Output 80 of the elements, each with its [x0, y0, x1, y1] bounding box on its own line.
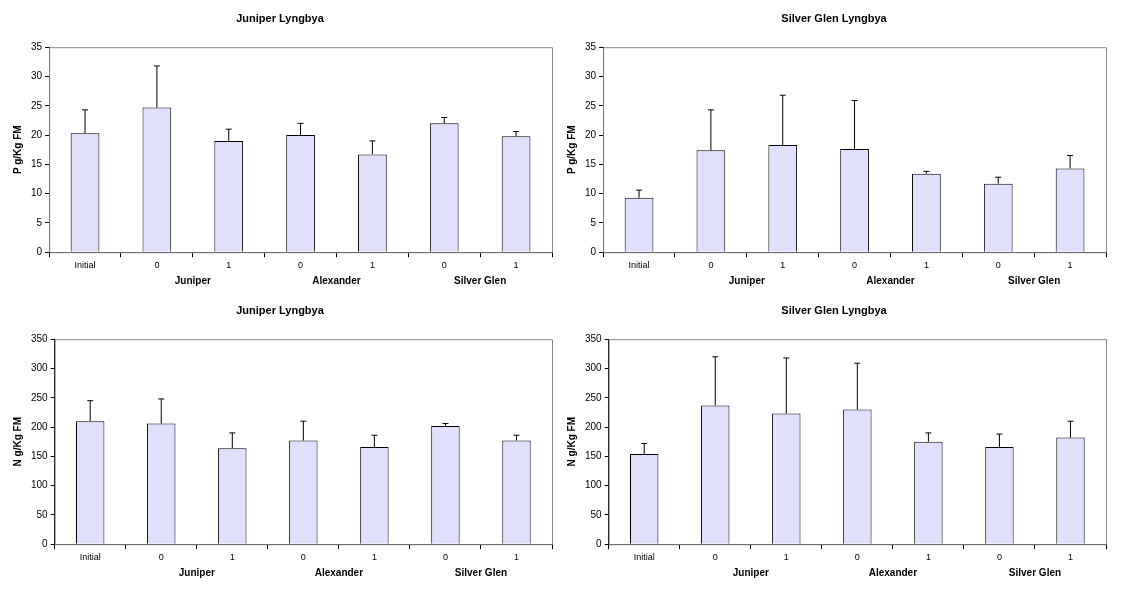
x-tick-label: 0 — [996, 552, 1002, 563]
x-tick-label: 1 — [1067, 260, 1073, 271]
x-tick-label: 0 — [852, 260, 858, 271]
chart-title: Silver Glen Lyngbya — [781, 11, 888, 24]
y-tick-label: 30 — [585, 70, 597, 82]
text: Silver Glen — [454, 566, 508, 578]
y-tick-label: 20 — [585, 128, 597, 140]
x-tick-label: 0 — [298, 260, 304, 271]
y-tick-label: 0 — [36, 245, 43, 257]
y-axis-title: P g/Kg FM — [565, 125, 577, 175]
x-tick-label: Initial — [628, 260, 650, 271]
y-tick-label: 50 — [590, 508, 603, 520]
text: Silver Glen — [1008, 274, 1061, 286]
x-tick-label: 1 — [229, 552, 235, 563]
x-tick-label: 1 — [226, 260, 232, 271]
y-tick-label: 300 — [585, 362, 603, 374]
y-tick-label: 35 — [585, 40, 597, 52]
y-tick-label: 5 — [36, 216, 43, 228]
chart-title: Juniper Lyngbya — [236, 303, 325, 316]
x-tick-label: 0 — [300, 552, 306, 563]
x-tick-label: 0 — [158, 552, 164, 563]
y-axis-title: N g/Kg FM — [565, 416, 577, 467]
x-tick-label: 1 — [1067, 552, 1073, 563]
y-tick-label: 30 — [31, 70, 43, 82]
text: Juniper — [732, 566, 769, 578]
y-tick-label: 150 — [585, 450, 603, 462]
y-tick-label: 10 — [585, 187, 597, 199]
text: Alexander — [868, 566, 918, 578]
x-tick-label: 0 — [995, 260, 1001, 271]
y-tick-label: 150 — [31, 450, 49, 462]
chart-title: Juniper Lyngbya — [236, 11, 325, 24]
x-tick-label: 0 — [712, 552, 718, 563]
x-tick-label: 0 — [854, 552, 860, 563]
x-tick-label: Initial — [633, 552, 655, 563]
x-tick-label: 1 — [923, 260, 929, 271]
chart-title: Silver Glen Lyngbya — [781, 303, 888, 316]
y-tick-label: 15 — [585, 158, 597, 170]
x-tick-label: 1 — [369, 260, 375, 271]
y-tick-label: 20 — [31, 128, 43, 140]
text: Juniper — [728, 274, 765, 286]
x-tick-label: 1 — [371, 552, 377, 563]
text: Silver Glen — [454, 274, 507, 286]
y-tick-label: 50 — [36, 508, 49, 520]
y-tick-label: 10 — [31, 187, 43, 199]
y-axis-title: N g/Kg FM — [11, 416, 23, 467]
y-tick-label: 250 — [585, 391, 603, 403]
y-tick-label: 5 — [590, 216, 597, 228]
y-tick-label: 25 — [31, 99, 43, 111]
x-tick-label: 0 — [442, 552, 448, 563]
x-tick-label: 0 — [154, 260, 160, 271]
y-axis-title: P g/Kg FM — [11, 125, 23, 175]
y-tick-label: 250 — [31, 391, 49, 403]
x-tick-label: Initial — [79, 552, 101, 563]
text: Alexander — [312, 274, 361, 286]
y-tick-label: 0 — [42, 537, 49, 549]
y-tick-label: 200 — [31, 420, 49, 432]
y-tick-label: 100 — [585, 479, 603, 491]
x-tick-label: 1 — [513, 260, 519, 271]
y-tick-label: 0 — [596, 537, 603, 549]
y-tick-label: 35 — [31, 40, 43, 52]
text: Silver Glen — [1008, 566, 1062, 578]
y-tick-label: 350 — [31, 332, 49, 344]
y-tick-label: 25 — [585, 99, 597, 111]
x-tick-label: 1 — [513, 552, 519, 563]
x-tick-label: Initial — [74, 260, 96, 271]
text: Alexander — [866, 274, 915, 286]
y-tick-label: 0 — [590, 245, 597, 257]
text: Alexander — [314, 566, 364, 578]
x-tick-label: 1 — [925, 552, 931, 563]
y-tick-label: 200 — [585, 420, 603, 432]
x-tick-label: 1 — [783, 552, 789, 563]
y-tick-label: 100 — [31, 479, 49, 491]
text: Juniper — [178, 566, 215, 578]
x-tick-label: 1 — [780, 260, 786, 271]
y-tick-label: 300 — [31, 362, 49, 374]
y-tick-label: 350 — [585, 332, 603, 344]
x-tick-label: 0 — [441, 260, 447, 271]
text: Juniper — [174, 274, 211, 286]
y-tick-label: 15 — [31, 158, 43, 170]
x-tick-label: 0 — [708, 260, 714, 271]
